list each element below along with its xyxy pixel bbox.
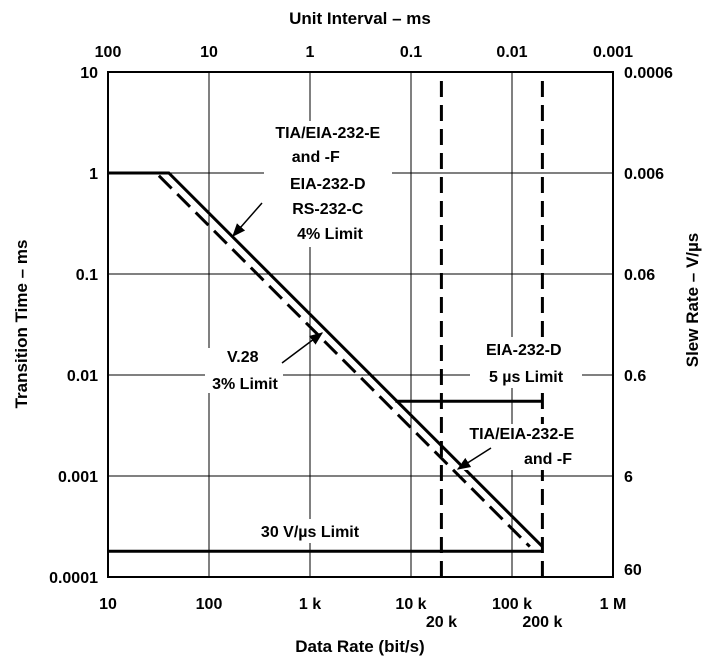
annotation-5us-bg [470, 337, 582, 388]
series-line-2 [108, 171, 531, 548]
annotation-5us-line: EIA-232-D [486, 342, 562, 359]
annotation-4pct-line: EIA-232-D [290, 176, 366, 193]
y-tick-label: 0.1 [76, 267, 98, 284]
x2-tick-label: 0.1 [400, 44, 422, 61]
annotation-tia-line: and -F [524, 451, 572, 468]
x2-tick-label: 1 [306, 44, 315, 61]
x2-tick-label: 0.01 [496, 44, 527, 61]
x2-tick-label: 100 [95, 44, 122, 61]
x-tick-label: 1 M [600, 596, 627, 613]
y2-tick-label: 60 [624, 562, 642, 579]
x2-tick-label: 0.001 [593, 44, 633, 61]
y-tick-label: 0.001 [58, 469, 98, 486]
series-line-1 [108, 171, 544, 548]
x-extra-tick-label: 20 k [426, 614, 457, 631]
x-tick-label: 1 k [299, 596, 321, 613]
annotation-3pct-arrow [281, 332, 324, 364]
annotation-tia-bg [461, 424, 587, 470]
annotation-3pct: V.28 3% Limit [212, 349, 278, 393]
annotation-3pct-bg [205, 348, 283, 393]
tick-labels: 10 100 1 k 10 k 100 k 1 M 20 k 200 k 100 10 1 0.1 0.… [49, 44, 673, 631]
y2-axis-title: Slew Rate – V/µs [683, 233, 702, 368]
annotation-4pct-line: RS-232-C [292, 201, 364, 218]
plot-frame [107, 71, 614, 578]
x-tick-label: 10 [99, 596, 117, 613]
y-tick-label: 10 [80, 65, 98, 82]
annotation-30v-bg [240, 519, 380, 543]
y2-tick-label: 0.6 [624, 368, 646, 385]
y-tick-label: 0.01 [67, 368, 98, 385]
y2-tick-label: 0.06 [624, 267, 655, 284]
annotation-30v: 30 V/µs Limit [261, 524, 360, 541]
annotation-tia-line: TIA/EIA-232-E [469, 426, 574, 443]
y-tick-label: 0.0001 [49, 570, 98, 587]
y2-tick-label: 0.006 [624, 166, 664, 183]
annotation-4pct-bg [264, 121, 392, 247]
y2-tick-label: 6 [624, 469, 633, 486]
annotation-4pct-line: 4% Limit [297, 226, 363, 243]
annotation-4pct-line: and -F [292, 149, 340, 166]
annotation-5us: EIA-232-D 5 µs Limit [486, 342, 566, 386]
y-axis-title: Transition Time – ms [12, 240, 31, 409]
x-extra-tick-label: 200 k [522, 614, 562, 631]
x-tick-label: 100 k [492, 596, 532, 613]
x-tick-label: 100 [196, 596, 223, 613]
x-axis-title: Data Rate (bit/s) [295, 637, 424, 656]
y-tick-label: 1 [89, 166, 98, 183]
series-group [108, 72, 544, 577]
annotation-4pct-line: TIA/EIA-232-E [275, 125, 380, 142]
annotation-tia: TIA/EIA-232-E and -F [469, 426, 578, 468]
annotation-5us-line: 5 µs Limit [489, 369, 564, 386]
annotation-4pct-arrow [232, 202, 263, 238]
annotation-tia-arrow [456, 447, 492, 470]
annotation-4pct: TIA/EIA-232-E and -F EIA-232-D RS-232-C … [275, 125, 384, 243]
x2-tick-label: 10 [200, 44, 218, 61]
annotation-3pct-line: V.28 [227, 349, 259, 366]
y2-tick-label: 0.0006 [624, 65, 673, 82]
x-tick-label: 10 k [395, 596, 426, 613]
x2-axis-title: Unit Interval – ms [289, 9, 431, 28]
annotation-3pct-line: 3% Limit [212, 376, 278, 393]
